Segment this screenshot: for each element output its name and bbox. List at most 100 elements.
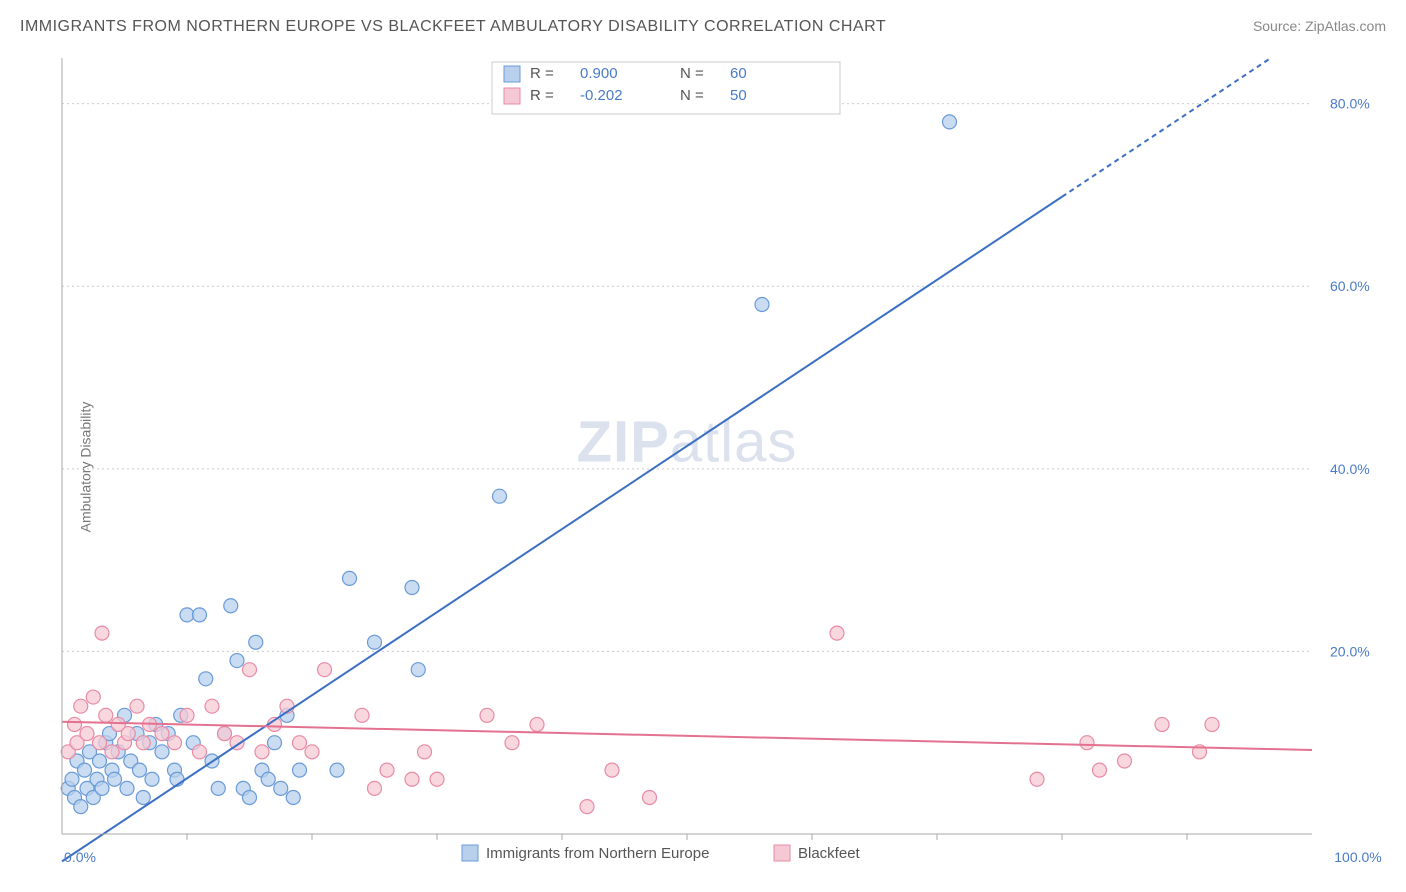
legend-r-label: R =	[530, 87, 554, 104]
x-tick-label: 0.0%	[64, 849, 96, 865]
data-point	[93, 736, 107, 750]
legend-n-value: 50	[730, 87, 747, 104]
x-tick-label: 100.0%	[1334, 849, 1381, 865]
chart-header: IMMIGRANTS FROM NORTHERN EUROPE VS BLACK…	[20, 18, 1386, 36]
data-point	[580, 800, 594, 814]
data-point	[78, 763, 92, 777]
data-point	[261, 772, 275, 786]
data-point	[99, 708, 113, 722]
data-point	[130, 699, 144, 713]
legend-r-value: -0.202	[580, 87, 623, 104]
data-point	[368, 781, 382, 795]
y-axis-label: Ambulatory Disability	[77, 402, 93, 533]
data-point	[505, 736, 519, 750]
data-point	[368, 635, 382, 649]
trend-line-extrapolated	[1062, 58, 1312, 197]
data-point	[93, 754, 107, 768]
data-point	[65, 772, 79, 786]
data-point	[74, 699, 88, 713]
data-point	[268, 736, 282, 750]
legend-n-label: N =	[680, 65, 704, 82]
data-point	[145, 772, 159, 786]
data-point	[199, 672, 213, 686]
data-point	[193, 745, 207, 759]
data-point	[318, 663, 332, 677]
data-point	[105, 745, 119, 759]
data-point	[224, 599, 238, 613]
data-point	[493, 489, 507, 503]
data-point	[136, 736, 150, 750]
data-point	[1093, 763, 1107, 777]
data-point	[180, 608, 194, 622]
data-point	[343, 571, 357, 585]
watermark: ZIPatlas	[577, 410, 798, 475]
legend-swatch	[504, 66, 520, 82]
data-point	[293, 736, 307, 750]
data-point	[1155, 717, 1169, 731]
data-point	[1205, 717, 1219, 731]
data-point	[121, 727, 135, 741]
data-point	[180, 708, 194, 722]
data-point	[155, 727, 169, 741]
scatter-chart: 20.0% 40.0% 60.0% 80.0% ZIPatlas 0.0% 100.0% R …	[42, 58, 1390, 876]
data-point	[293, 763, 307, 777]
data-point	[286, 790, 300, 804]
y-tick-label: 60.0%	[1330, 278, 1370, 294]
legend-n-label: N =	[680, 87, 704, 104]
data-point	[230, 654, 244, 668]
legend-r-label: R =	[530, 65, 554, 82]
data-point	[405, 772, 419, 786]
data-point	[330, 763, 344, 777]
data-point	[1080, 736, 1094, 750]
data-point	[211, 781, 225, 795]
data-point	[193, 608, 207, 622]
data-point	[155, 745, 169, 759]
legend-n-value: 60	[730, 65, 747, 82]
legend-series-label: Immigrants from Northern Europe	[486, 845, 709, 862]
data-point	[95, 781, 109, 795]
data-point	[305, 745, 319, 759]
data-point	[168, 736, 182, 750]
legend-swatch	[462, 845, 478, 861]
data-point	[1030, 772, 1044, 786]
data-point	[405, 581, 419, 595]
data-point	[120, 781, 134, 795]
legend-swatch	[774, 845, 790, 861]
data-point	[255, 745, 269, 759]
data-point	[205, 699, 219, 713]
data-point	[133, 763, 147, 777]
legend-r-value: 0.900	[580, 65, 618, 82]
data-point	[74, 800, 88, 814]
chart-title: IMMIGRANTS FROM NORTHERN EUROPE VS BLACK…	[20, 18, 886, 36]
data-point	[274, 781, 288, 795]
data-point	[943, 115, 957, 129]
data-point	[355, 708, 369, 722]
data-point	[643, 790, 657, 804]
trend-line	[62, 197, 1062, 862]
data-point	[430, 772, 444, 786]
source-attribution: Source: ZipAtlas.com	[1253, 18, 1386, 34]
y-tick-label: 20.0%	[1330, 643, 1370, 659]
legend-series-label: Blackfeet	[798, 845, 861, 862]
data-point	[1118, 754, 1132, 768]
data-point	[830, 626, 844, 640]
data-point	[249, 635, 263, 649]
data-point	[68, 717, 82, 731]
data-point	[380, 763, 394, 777]
data-point	[411, 663, 425, 677]
data-point	[95, 626, 109, 640]
data-point	[218, 727, 232, 741]
data-point	[108, 772, 122, 786]
data-point	[243, 790, 257, 804]
legend-swatch	[504, 88, 520, 104]
data-point	[530, 717, 544, 731]
data-point	[480, 708, 494, 722]
chart-container: Ambulatory Disability 20.0% 40.0% 60.0% 80.…	[42, 58, 1390, 876]
y-tick-label: 80.0%	[1330, 96, 1370, 112]
data-point	[243, 663, 257, 677]
data-point	[86, 690, 100, 704]
y-tick-label: 40.0%	[1330, 461, 1370, 477]
data-point	[136, 790, 150, 804]
data-point	[605, 763, 619, 777]
data-point	[755, 297, 769, 311]
